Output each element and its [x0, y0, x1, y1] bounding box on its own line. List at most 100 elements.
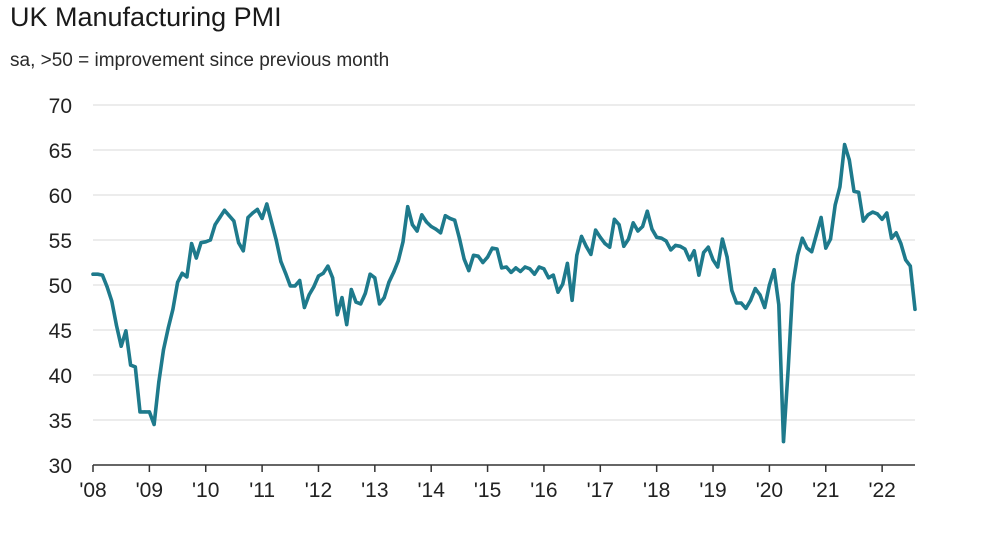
data-point: [359, 302, 363, 306]
data-point: [138, 410, 142, 414]
data-point: [204, 240, 208, 244]
x-tick-label: '15: [474, 479, 501, 502]
x-tick-label: '13: [361, 479, 388, 502]
data-point: [631, 221, 635, 225]
data-point: [326, 264, 330, 268]
data-point: [904, 258, 908, 262]
data-point: [579, 234, 584, 238]
data-point: [796, 253, 800, 257]
x-tick-label: '21: [812, 479, 839, 502]
data-point: [749, 298, 753, 302]
data-point: [481, 260, 485, 265]
data-point: [410, 223, 414, 227]
data-point: [274, 238, 278, 242]
x-tick-label: '20: [756, 479, 783, 502]
data-point: [866, 213, 870, 217]
data-point: [91, 272, 95, 276]
data-point: [434, 227, 438, 231]
data-point: [528, 267, 532, 271]
data-point: [598, 235, 602, 239]
data-point: [777, 303, 781, 307]
series-layer: [91, 142, 917, 444]
data-point: [871, 210, 875, 214]
data-point: [124, 329, 128, 333]
data-point: [363, 291, 367, 295]
data-point: [265, 202, 269, 206]
y-tick-label: 45: [49, 320, 72, 343]
data-point: [645, 209, 649, 213]
data-point: [429, 224, 433, 229]
data-point: [908, 264, 912, 268]
data-point: [100, 273, 104, 277]
x-tick-label: '09: [136, 479, 163, 502]
data-point: [861, 219, 865, 223]
data-point: [316, 274, 321, 278]
data-point: [222, 208, 227, 212]
data-point: [847, 158, 851, 162]
data-point: [720, 237, 725, 241]
data-point: [913, 307, 917, 311]
data-point: [584, 244, 588, 248]
data-point: [185, 275, 189, 279]
data-point: [349, 287, 353, 292]
data-point: [805, 246, 809, 250]
y-tick-label: 50: [49, 275, 72, 298]
x-tick-label: '08: [79, 479, 106, 502]
data-point: [448, 216, 452, 220]
data-point: [810, 250, 814, 254]
data-point: [819, 215, 823, 220]
data-point: [894, 231, 898, 235]
x-tick-label: '10: [192, 479, 219, 502]
data-point: [382, 296, 386, 300]
y-tick-label: 35: [49, 410, 72, 433]
data-point: [147, 410, 151, 414]
data-point: [161, 348, 166, 352]
data-point: [725, 255, 729, 259]
data-point: [401, 240, 405, 244]
data-point: [471, 253, 476, 257]
data-point: [565, 261, 570, 265]
data-point: [702, 251, 706, 255]
data-point: [626, 237, 631, 241]
y-tick-label: 70: [49, 95, 72, 118]
data-point: [415, 229, 419, 233]
y-axis-ticks: 70 65 60 55 50 45 40 35 30: [49, 95, 72, 478]
data-point: [166, 326, 170, 330]
data-point: [683, 247, 687, 251]
data-point: [758, 293, 762, 297]
data-point: [716, 265, 720, 269]
data-point: [298, 278, 302, 283]
y-tick-label: 30: [49, 455, 72, 478]
data-point: [636, 229, 640, 233]
y-tick-label: 60: [49, 185, 72, 208]
data-point: [119, 344, 123, 348]
data-point: [800, 236, 804, 240]
data-point: [688, 258, 692, 262]
data-point: [532, 272, 537, 276]
series-line: [91, 142, 917, 444]
y-tick-label: 40: [49, 365, 72, 388]
chart-subtitle: sa, >50 = improvement since previous mon…: [10, 50, 390, 71]
data-point: [655, 235, 659, 239]
data-point: [509, 270, 513, 274]
data-point: [288, 284, 292, 288]
x-tick-label: '16: [530, 479, 557, 502]
data-point: [302, 305, 306, 310]
data-point: [110, 299, 114, 303]
data-point: [500, 266, 504, 270]
data-point: [453, 218, 457, 222]
data-point: [246, 215, 250, 220]
data-point: [697, 273, 701, 277]
data-point: [237, 241, 241, 245]
data-point: [556, 290, 560, 294]
data-point: [504, 265, 508, 269]
data-point: [875, 212, 880, 216]
data-point: [269, 220, 274, 224]
x-axis: '08 '09 '10 '11 '12 '13 '14 '15 '16 '17 '18 '19 '20 '…: [79, 464, 915, 502]
data-point: [194, 256, 198, 260]
data-point: [354, 300, 358, 304]
data-point: [537, 265, 541, 269]
data-point: [617, 223, 621, 227]
data-point: [678, 244, 682, 248]
data-point: [467, 269, 471, 273]
